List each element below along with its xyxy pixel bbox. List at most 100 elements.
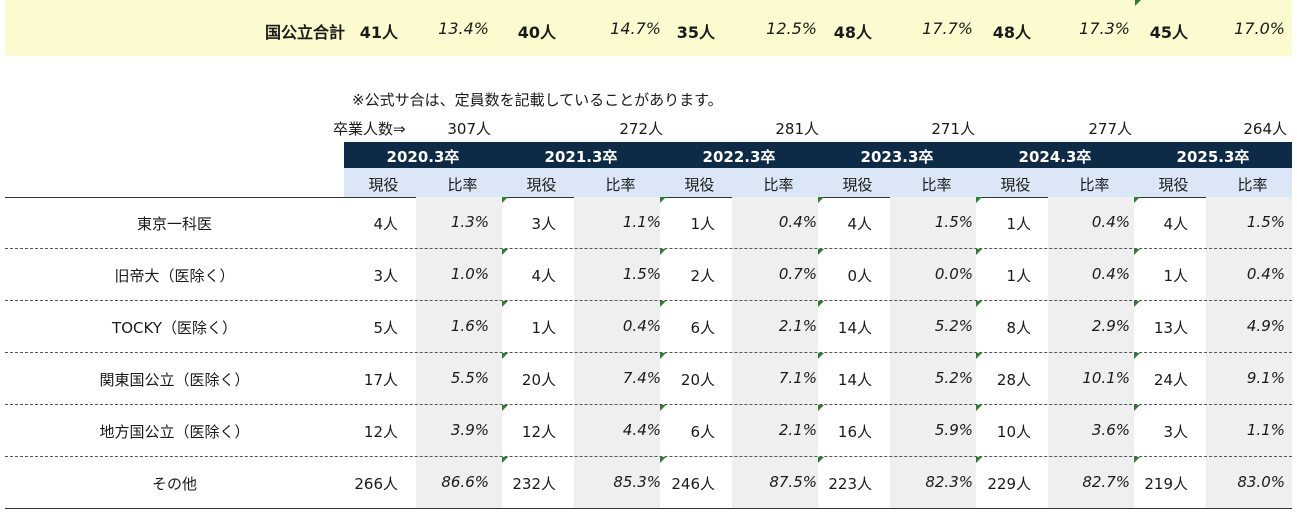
comment-marker xyxy=(1134,301,1140,307)
ratio-cell: 5.2% xyxy=(934,369,973,387)
row-divider xyxy=(5,352,1292,353)
ratio-cell-bg xyxy=(416,301,502,353)
row-label: 関東国公立（医除く） xyxy=(99,371,250,389)
subheader-count: 現役 xyxy=(684,176,715,194)
subheader-count: 現役 xyxy=(368,176,399,194)
comment-marker xyxy=(660,249,666,255)
row-divider xyxy=(5,300,1292,301)
ratio-cell: 1.1% xyxy=(622,213,661,231)
ratio-cell-bg xyxy=(1206,197,1292,249)
table-row: TOCKY（医除く） 5人 1.6% 1人 0.4% 6人 2.1% 14人 5.2% 8人 2.9… xyxy=(5,301,1292,353)
ratio-cell: 4.4% xyxy=(622,421,661,439)
summary-ratio: 14.7% xyxy=(610,19,661,38)
row-label: その他 xyxy=(151,475,197,493)
count-cell: 3人 xyxy=(373,267,398,285)
subheader-ratio: 比率 xyxy=(921,176,952,194)
count-cell: 10人 xyxy=(996,423,1031,441)
count-cell: 246人 xyxy=(671,475,715,493)
count-cell: 229人 xyxy=(987,475,1031,493)
row-divider xyxy=(5,456,1292,457)
graduates-total: 307人 xyxy=(447,120,491,138)
ratio-cell: 5.9% xyxy=(934,421,973,439)
ratio-cell-bg xyxy=(890,197,976,249)
count-cell: 1人 xyxy=(1163,267,1188,285)
subheader-ratio: 比率 xyxy=(763,176,794,194)
table-row: その他 266人 86.6% 232人 85.3% 246人 87.5% 223人 82.3% 2… xyxy=(5,457,1292,509)
ratio-cell: 3.9% xyxy=(450,421,489,439)
count-cell: 8人 xyxy=(1006,319,1031,337)
year-header-bar xyxy=(344,142,1292,168)
count-cell: 266人 xyxy=(354,475,398,493)
count-cell: 14人 xyxy=(837,371,872,389)
ratio-cell: 0.4% xyxy=(1091,265,1130,283)
ratio-cell-bg xyxy=(1048,457,1134,509)
ratio-cell-bg xyxy=(1206,353,1292,405)
table-row: 旧帝大（医除く） 3人 1.0% 4人 1.5% 2人 0.7% 0人 0.0% 1人 0.4% 1人… xyxy=(5,249,1292,301)
ratio-cell-bg xyxy=(890,353,976,405)
comment-marker xyxy=(976,197,982,203)
count-cell: 4人 xyxy=(373,215,398,233)
count-cell: 0人 xyxy=(847,267,872,285)
ratio-cell-bg xyxy=(732,405,818,457)
table-row: 関東国公立（医除く） 17人 5.5% 20人 7.4% 20人 7.1% 14人 5.2% 28… xyxy=(5,353,1292,405)
count-cell: 1人 xyxy=(1006,267,1031,285)
count-cell: 12人 xyxy=(521,423,556,441)
count-cell: 5人 xyxy=(373,319,398,337)
ratio-cell-bg xyxy=(574,301,660,353)
ratio-cell-bg xyxy=(732,353,818,405)
row-divider xyxy=(5,508,1292,509)
ratio-cell: 83.0% xyxy=(1237,473,1285,491)
summary-count: 35人 xyxy=(676,23,715,42)
subheader-count: 現役 xyxy=(1000,176,1031,194)
table-row: 東京一科医 4人 1.3% 3人 1.1% 1人 0.4% 4人 1.5% 1人 0.4% 4人 1.5… xyxy=(5,197,1292,249)
ratio-cell: 1.3% xyxy=(450,213,489,231)
comment-marker xyxy=(502,197,508,203)
comment-marker xyxy=(660,301,666,307)
comment-marker xyxy=(502,353,508,359)
count-cell: 28人 xyxy=(996,371,1031,389)
count-cell: 20人 xyxy=(680,371,715,389)
ratio-cell: 0.7% xyxy=(778,265,817,283)
comment-marker xyxy=(1134,353,1140,359)
ratio-cell: 9.1% xyxy=(1246,369,1285,387)
ratio-cell-bg xyxy=(1048,197,1134,249)
comment-marker xyxy=(1135,0,1141,6)
comment-marker xyxy=(502,249,508,255)
ratio-cell-bg xyxy=(416,197,502,249)
ratio-cell: 5.2% xyxy=(934,317,973,335)
ratio-cell-bg xyxy=(1048,301,1134,353)
summary-ratio: 17.3% xyxy=(1079,19,1130,38)
comment-marker xyxy=(660,405,666,411)
summary-ratio: 13.4% xyxy=(438,19,489,38)
ratio-cell-bg xyxy=(1048,353,1134,405)
ratio-cell-bg xyxy=(574,457,660,509)
ratio-cell-bg xyxy=(890,405,976,457)
summary-row: 国公立合計 41人 13.4% 40人 14.7% 35人 12.5% 48人 17.7% 48人… xyxy=(5,0,1292,56)
row-divider xyxy=(5,248,1292,249)
comment-marker xyxy=(818,405,824,411)
ratio-cell: 82.7% xyxy=(1082,473,1130,491)
subheader-count: 現役 xyxy=(842,176,873,194)
ratio-cell: 87.5% xyxy=(769,473,817,491)
ratio-cell-bg xyxy=(574,197,660,249)
graduates-total: 272人 xyxy=(619,120,663,138)
ratio-cell: 10.1% xyxy=(1082,369,1130,387)
year-header: 2021.3卒 xyxy=(544,148,618,166)
summary-ratio: 12.5% xyxy=(766,19,817,38)
ratio-cell-bg xyxy=(574,353,660,405)
count-cell: 6人 xyxy=(690,319,715,337)
count-cell: 2人 xyxy=(690,267,715,285)
year-header: 2024.3卒 xyxy=(1018,148,1092,166)
summary-count: 45人 xyxy=(1149,23,1188,42)
subheader-count: 現役 xyxy=(1158,176,1189,194)
row-label: 旧帝大（医除く） xyxy=(114,267,235,285)
subheader-ratio: 比率 xyxy=(605,176,636,194)
ratio-cell: 2.9% xyxy=(1091,317,1130,335)
ratio-cell: 7.1% xyxy=(778,369,817,387)
ratio-cell-bg xyxy=(416,457,502,509)
count-cell: 4人 xyxy=(1163,215,1188,233)
count-cell: 1人 xyxy=(1006,215,1031,233)
count-cell: 232人 xyxy=(512,475,556,493)
ratio-cell-bg xyxy=(890,301,976,353)
ratio-cell-bg xyxy=(1206,301,1292,353)
